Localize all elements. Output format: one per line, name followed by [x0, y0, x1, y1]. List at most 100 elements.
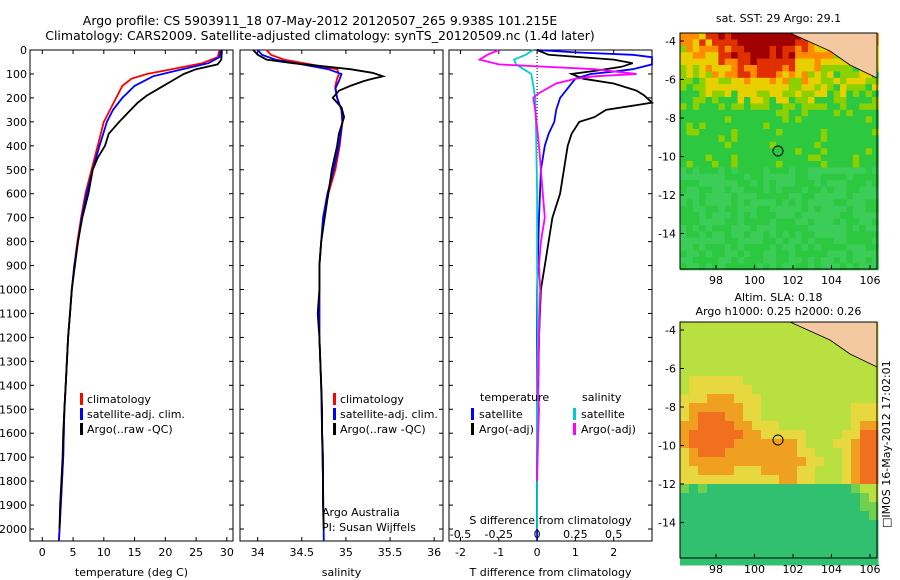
map-cell	[860, 430, 870, 440]
map-cell	[707, 340, 717, 350]
map-cell	[737, 212, 745, 220]
map-cell	[737, 244, 745, 252]
map-cell	[814, 205, 822, 213]
map-cell	[801, 122, 809, 130]
map-cell	[686, 199, 694, 207]
legend-entry: Argo(-adj)	[479, 423, 534, 436]
x-tick-label: 35	[339, 546, 353, 559]
map-cell	[770, 376, 780, 386]
legend-swatch	[80, 393, 83, 405]
map-cell	[827, 129, 835, 136]
map-cell	[724, 97, 732, 104]
map-cell	[795, 225, 803, 232]
map-cell	[869, 376, 879, 386]
map-cell	[801, 129, 809, 136]
map-cell	[840, 103, 847, 111]
map-cell	[769, 90, 777, 98]
map-cell	[718, 33, 726, 40]
map-cell	[788, 193, 796, 200]
map-cell	[712, 218, 719, 226]
map-cell	[756, 231, 764, 239]
map-cell	[705, 173, 713, 181]
map-cell	[795, 103, 803, 111]
map-cell	[763, 225, 771, 232]
map-cell	[699, 218, 707, 226]
map-cell	[707, 403, 717, 413]
map-cell	[756, 244, 764, 252]
map-cell	[680, 225, 687, 232]
plot-frame	[448, 49, 653, 542]
map-cell	[680, 457, 690, 467]
map-cell	[815, 340, 825, 350]
map-cell	[814, 186, 822, 194]
map-cell	[827, 205, 835, 213]
map-cell	[782, 129, 790, 136]
map-cell	[788, 493, 798, 503]
map-cell	[788, 403, 798, 413]
map-cell	[689, 520, 699, 530]
map-cell	[752, 394, 762, 404]
x-tick-label: -2	[455, 546, 466, 559]
legend-swatch	[471, 408, 474, 420]
map-cell	[680, 263, 687, 271]
map-cell	[795, 212, 803, 220]
map-cell	[872, 257, 879, 264]
map-cell	[782, 141, 790, 149]
map-cell	[820, 231, 828, 239]
map-cell	[756, 135, 764, 143]
map-cell	[716, 448, 726, 458]
map-cell	[724, 84, 732, 92]
map-cell	[840, 109, 847, 117]
map-cell	[756, 250, 764, 258]
y-tick-label: 500	[6, 164, 27, 177]
map-cell	[782, 231, 790, 239]
map-cell	[801, 225, 809, 232]
map-cell	[860, 547, 870, 557]
lat-tick-label: -14	[658, 517, 676, 530]
map-cell	[769, 33, 777, 40]
map-cell	[795, 237, 803, 245]
map-cell	[737, 193, 745, 200]
map-cell	[763, 71, 771, 79]
map-cell	[801, 97, 809, 104]
map-cell	[680, 331, 690, 341]
map-cell	[776, 90, 783, 98]
map-cell	[718, 109, 726, 117]
map-cell	[833, 520, 843, 530]
map-cell	[833, 257, 841, 264]
map-cell	[788, 376, 798, 386]
map-cell	[698, 340, 708, 350]
map-cell	[770, 358, 780, 368]
map-cell	[756, 77, 764, 85]
map-cell	[872, 263, 879, 271]
map-cell	[689, 457, 699, 467]
map-cell	[869, 412, 879, 422]
map-cell	[833, 148, 841, 156]
map-cell	[756, 90, 764, 98]
map-cell	[852, 103, 860, 111]
map-cell	[763, 180, 771, 188]
map-cell	[851, 385, 861, 395]
map-cell	[731, 263, 739, 271]
map-cell	[756, 71, 764, 79]
map-cell	[824, 502, 834, 512]
map-cell	[788, 538, 798, 548]
map-cell	[761, 484, 771, 494]
map-cell	[692, 167, 700, 175]
map-cell	[698, 349, 708, 359]
map-cell	[840, 205, 847, 213]
map-cell	[743, 331, 753, 341]
map-cell	[734, 475, 744, 485]
map-cell	[808, 97, 815, 104]
map-cell	[686, 212, 694, 220]
map-cell	[865, 122, 873, 130]
map-cell	[851, 547, 861, 557]
map-cell	[865, 135, 873, 143]
map-cell	[718, 250, 726, 258]
map-cell	[712, 199, 719, 207]
map-cell	[756, 225, 764, 232]
map-cell	[801, 186, 809, 194]
map-cell	[806, 385, 816, 395]
map-cell	[680, 84, 687, 92]
map-cell	[814, 103, 822, 111]
